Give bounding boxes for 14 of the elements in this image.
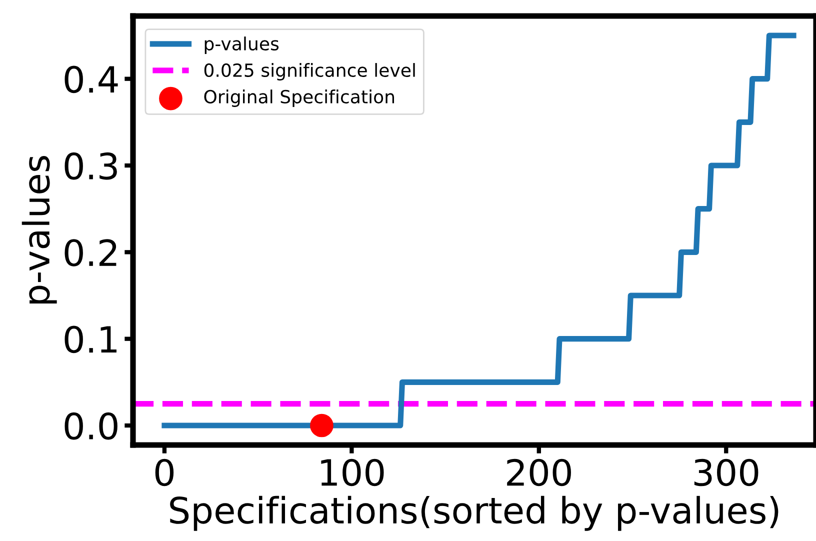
legend-label: p-values (204, 36, 279, 54)
y-axis-title: p-values (22, 156, 57, 304)
x-tick-label: 0 (155, 458, 174, 486)
y-tick-label: 0.4 (64, 66, 118, 94)
y-tick-label: 0.3 (64, 152, 117, 180)
x-tick-label: 100 (321, 458, 384, 486)
y-tick-label: 0.1 (64, 326, 116, 354)
y-tick-label: 0.0 (64, 412, 118, 440)
legend-label: Original Specification (204, 90, 394, 108)
x-tick-label: 300 (694, 458, 758, 486)
x-tick-label: 200 (507, 458, 571, 486)
y-tick-label: 0.2 (64, 239, 116, 266)
x-axis-title: Specifications(sorted by p-values) (170, 496, 778, 531)
legend-label: 0.025 significance level (204, 63, 415, 81)
